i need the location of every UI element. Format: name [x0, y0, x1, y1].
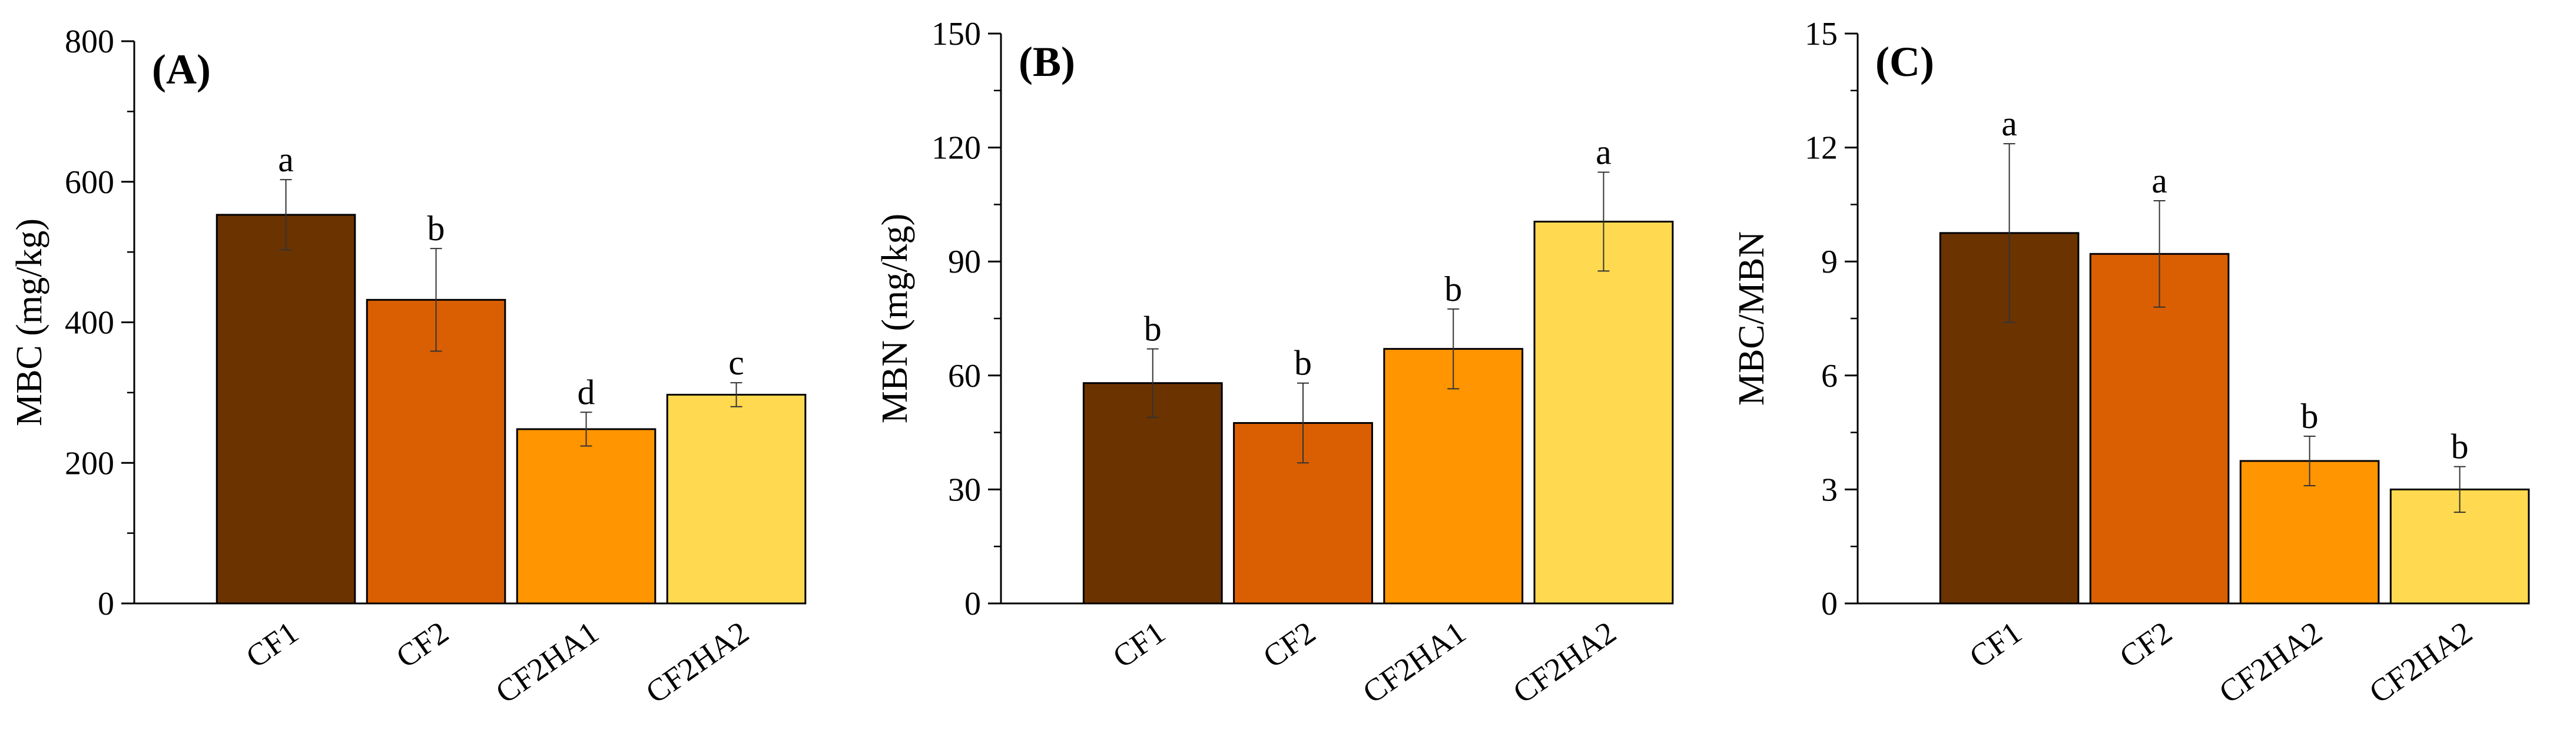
x-tick-label: CF1	[240, 615, 305, 675]
y-tick-label: 3	[1821, 472, 1838, 508]
bar-cf2ha2	[2239, 460, 2380, 605]
bar-cf2ha2	[1533, 220, 1674, 605]
bar-cf2ha1	[1383, 348, 1524, 605]
x-tick-label: CF2HA2	[2213, 615, 2329, 711]
y-axis-title: MBN (mg/kg)	[875, 214, 915, 424]
y-tick-label: 15	[1805, 16, 1838, 52]
x-tick-label: CF2HA2	[2363, 615, 2479, 711]
x-tick-label: CF2	[1256, 615, 1322, 675]
significance-label: c	[728, 343, 744, 382]
y-tick-label: 400	[65, 305, 114, 341]
significance-label: b	[2451, 427, 2469, 466]
significance-label: d	[578, 373, 595, 412]
y-tick-label: 60	[948, 358, 981, 394]
significance-label: a	[2001, 104, 2017, 143]
panel-c: 0 3 6 9 12 15 MBC/MBN (C) a CF1 a CF2 b CF2HA2 b CF2HA2	[1732, 16, 2530, 711]
y-tick-label: 120	[931, 130, 981, 167]
significance-label: b	[1294, 344, 1312, 383]
y-tick-label: 600	[65, 164, 114, 201]
significance-label: a	[1596, 133, 1612, 172]
x-tick-label: CF2HA1	[1356, 615, 1472, 711]
bar-cf2ha1	[516, 428, 657, 605]
x-tick-label: CF2	[390, 615, 455, 675]
y-tick-label: 200	[65, 445, 114, 482]
significance-label: b	[2301, 397, 2319, 436]
x-tick-label: CF2	[2113, 615, 2179, 675]
significance-label: b	[1444, 270, 1462, 308]
panel-a: 0 200 400 600 800 MBC (mg/kg) (A) a CF1 b CF2 d CF2H…	[9, 24, 807, 711]
panel-label: (B)	[1019, 38, 1075, 85]
bar-cf1	[1082, 382, 1223, 605]
significance-label: b	[1144, 310, 1162, 349]
y-tick-label: 12	[1805, 130, 1838, 167]
x-tick-label: CF2HA2	[639, 615, 755, 711]
bar-cf1	[216, 214, 356, 605]
significance-label: b	[427, 209, 445, 248]
y-tick-label: 30	[948, 472, 981, 508]
panel-label: (C)	[1875, 38, 1934, 85]
panel-b: 0 30 60 90 120 150 MBN (mg/kg) (B) b CF1 b CF2 b CF2H…	[875, 16, 1674, 711]
significance-label: a	[278, 140, 294, 179]
x-tick-label: CF1	[1963, 615, 2028, 675]
bar-cf2ha2	[666, 393, 807, 605]
x-tick-label: CF1	[1106, 615, 1172, 675]
y-tick-label: 0	[1821, 586, 1838, 622]
y-tick-label: 9	[1821, 244, 1838, 280]
y-axis-title: MBC/MBN	[1732, 231, 1772, 406]
y-tick-label: 6	[1821, 358, 1838, 394]
panel-label: (A)	[152, 46, 211, 93]
x-tick-label: CF2HA1	[489, 615, 605, 711]
y-tick-label: 800	[65, 24, 114, 60]
y-tick-label: 0	[98, 586, 114, 622]
significance-label: a	[2151, 161, 2167, 200]
x-tick-label: CF2HA2	[1507, 615, 1623, 711]
y-axis-title: MBC (mg/kg)	[9, 218, 49, 426]
bar-cf2	[2089, 253, 2230, 605]
y-tick-label: 90	[948, 244, 981, 280]
y-tick-label: 0	[964, 586, 981, 622]
y-tick-label: 150	[931, 16, 981, 52]
